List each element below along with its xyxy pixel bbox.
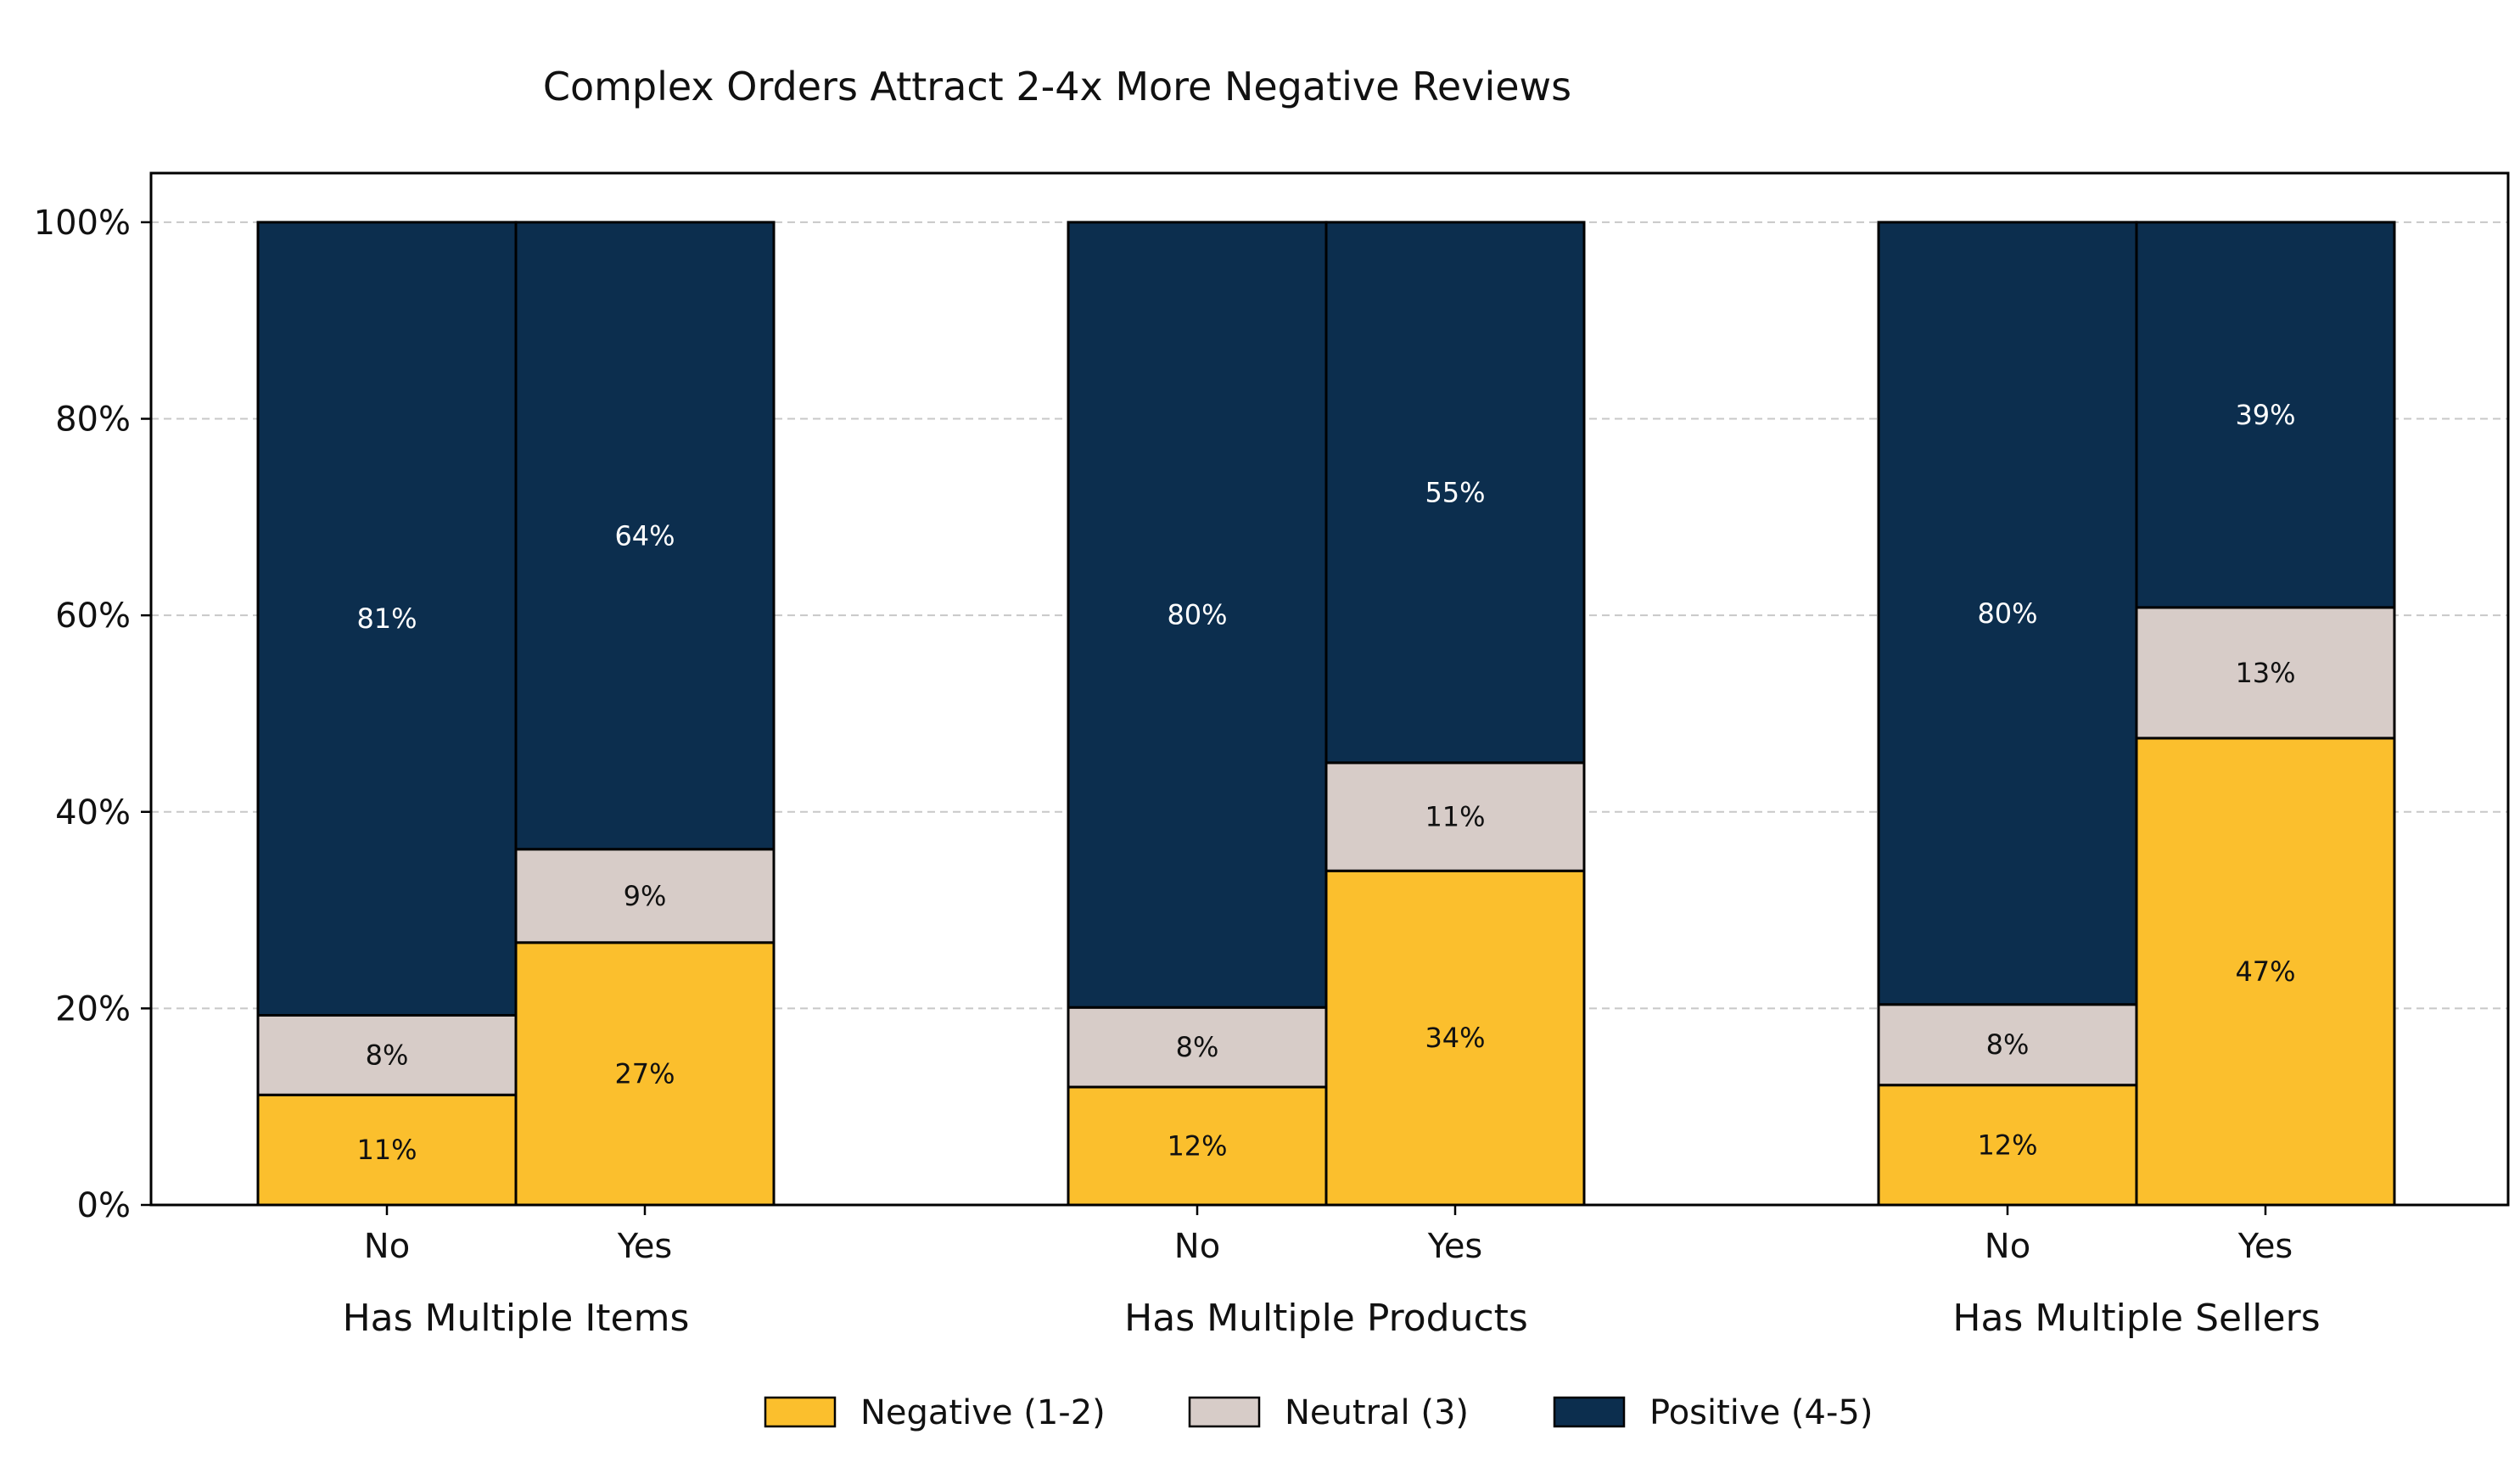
bar-segment[interactable] bbox=[256, 1013, 518, 1096]
y-tick-label: 20% bbox=[55, 989, 131, 1028]
data-label: 11% bbox=[356, 1134, 417, 1166]
legend-label: Positive (4-5) bbox=[1649, 1393, 1873, 1432]
legend-item[interactable]: Neutral (3) bbox=[1188, 1393, 1469, 1432]
data-label: 8% bbox=[1176, 1031, 1219, 1063]
bar-segment[interactable] bbox=[1324, 221, 1586, 765]
bar-segment[interactable] bbox=[2135, 606, 2396, 740]
plot-frame bbox=[149, 171, 2510, 1207]
bar-segment[interactable] bbox=[256, 221, 518, 1017]
data-label: 12% bbox=[1977, 1129, 2037, 1161]
data-label: 34% bbox=[1425, 1022, 1485, 1054]
x-tick-label: Yes bbox=[2237, 1227, 2293, 1266]
data-label: 80% bbox=[1167, 599, 1227, 631]
x-tick-label: Yes bbox=[617, 1227, 673, 1266]
legend[interactable]: Negative (1-2) Neutral (3) Positive (4-5) bbox=[764, 1393, 1873, 1432]
axes: 0% 20% 40% 60% 80% 100% No Yes Has Multiple Item… bbox=[34, 204, 2321, 1340]
data-label: 8% bbox=[366, 1039, 409, 1071]
data-label: 64% bbox=[614, 519, 675, 552]
bar-segment[interactable] bbox=[2135, 737, 2396, 1207]
y-tick-label: 80% bbox=[55, 401, 131, 440]
x-tick-label: No bbox=[364, 1227, 410, 1266]
legend-swatch bbox=[1553, 1396, 1626, 1428]
y-tick-label: 40% bbox=[55, 793, 131, 832]
bar-segment[interactable] bbox=[1877, 1084, 2138, 1207]
y-tick-label: 100% bbox=[34, 204, 131, 243]
data-label: 12% bbox=[1167, 1130, 1227, 1163]
bar-segment[interactable] bbox=[1324, 869, 1586, 1207]
data-label: 80% bbox=[1977, 597, 2037, 630]
bar-segment[interactable] bbox=[2135, 221, 2396, 609]
bar-segment[interactable] bbox=[514, 941, 776, 1207]
data-label: 47% bbox=[2235, 955, 2295, 988]
data-label: 39% bbox=[2235, 399, 2295, 431]
bar-segment[interactable] bbox=[1877, 1003, 2138, 1087]
bar-segment[interactable] bbox=[514, 221, 776, 851]
bar-segment[interactable] bbox=[1324, 761, 1586, 872]
bar-segment[interactable] bbox=[1067, 221, 1328, 1009]
data-label: 27% bbox=[614, 1057, 675, 1090]
data-label: 81% bbox=[356, 602, 417, 635]
x-tick-label: No bbox=[1174, 1227, 1220, 1266]
legend-swatch bbox=[1188, 1396, 1261, 1428]
chart-title: Complex Orders Attract 2-4x More Negativ… bbox=[543, 64, 1571, 109]
data-labels: 11% 8% 81% 27% 9% 64% 12% 8% 80% 34% 11% 55% 12% 8% 80… bbox=[356, 399, 2295, 1166]
group-label: Has Multiple Products bbox=[1124, 1297, 1528, 1340]
x-tick-label: Yes bbox=[1427, 1227, 1483, 1266]
bar-segment[interactable] bbox=[1877, 221, 2138, 1006]
legend-label: Neutral (3) bbox=[1285, 1393, 1469, 1432]
group-label: Has Multiple Sellers bbox=[1952, 1297, 2320, 1340]
data-label: 11% bbox=[1425, 801, 1485, 833]
legend-item[interactable]: Positive (4-5) bbox=[1553, 1393, 1873, 1432]
data-label: 8% bbox=[1986, 1028, 2030, 1061]
x-tick-label: No bbox=[1985, 1227, 2030, 1266]
y-tick-label: 0% bbox=[77, 1186, 131, 1225]
legend-swatch bbox=[764, 1396, 837, 1428]
data-label: 9% bbox=[624, 880, 667, 912]
y-tick-label: 60% bbox=[55, 597, 131, 636]
legend-label: Negative (1-2) bbox=[860, 1393, 1106, 1432]
bars bbox=[256, 221, 2396, 1207]
data-label: 13% bbox=[2235, 657, 2295, 689]
legend-item[interactable]: Negative (1-2) bbox=[764, 1393, 1106, 1432]
group-label: Has Multiple Items bbox=[343, 1297, 690, 1340]
bar-segment[interactable] bbox=[514, 848, 776, 944]
data-label: 55% bbox=[1425, 476, 1485, 508]
